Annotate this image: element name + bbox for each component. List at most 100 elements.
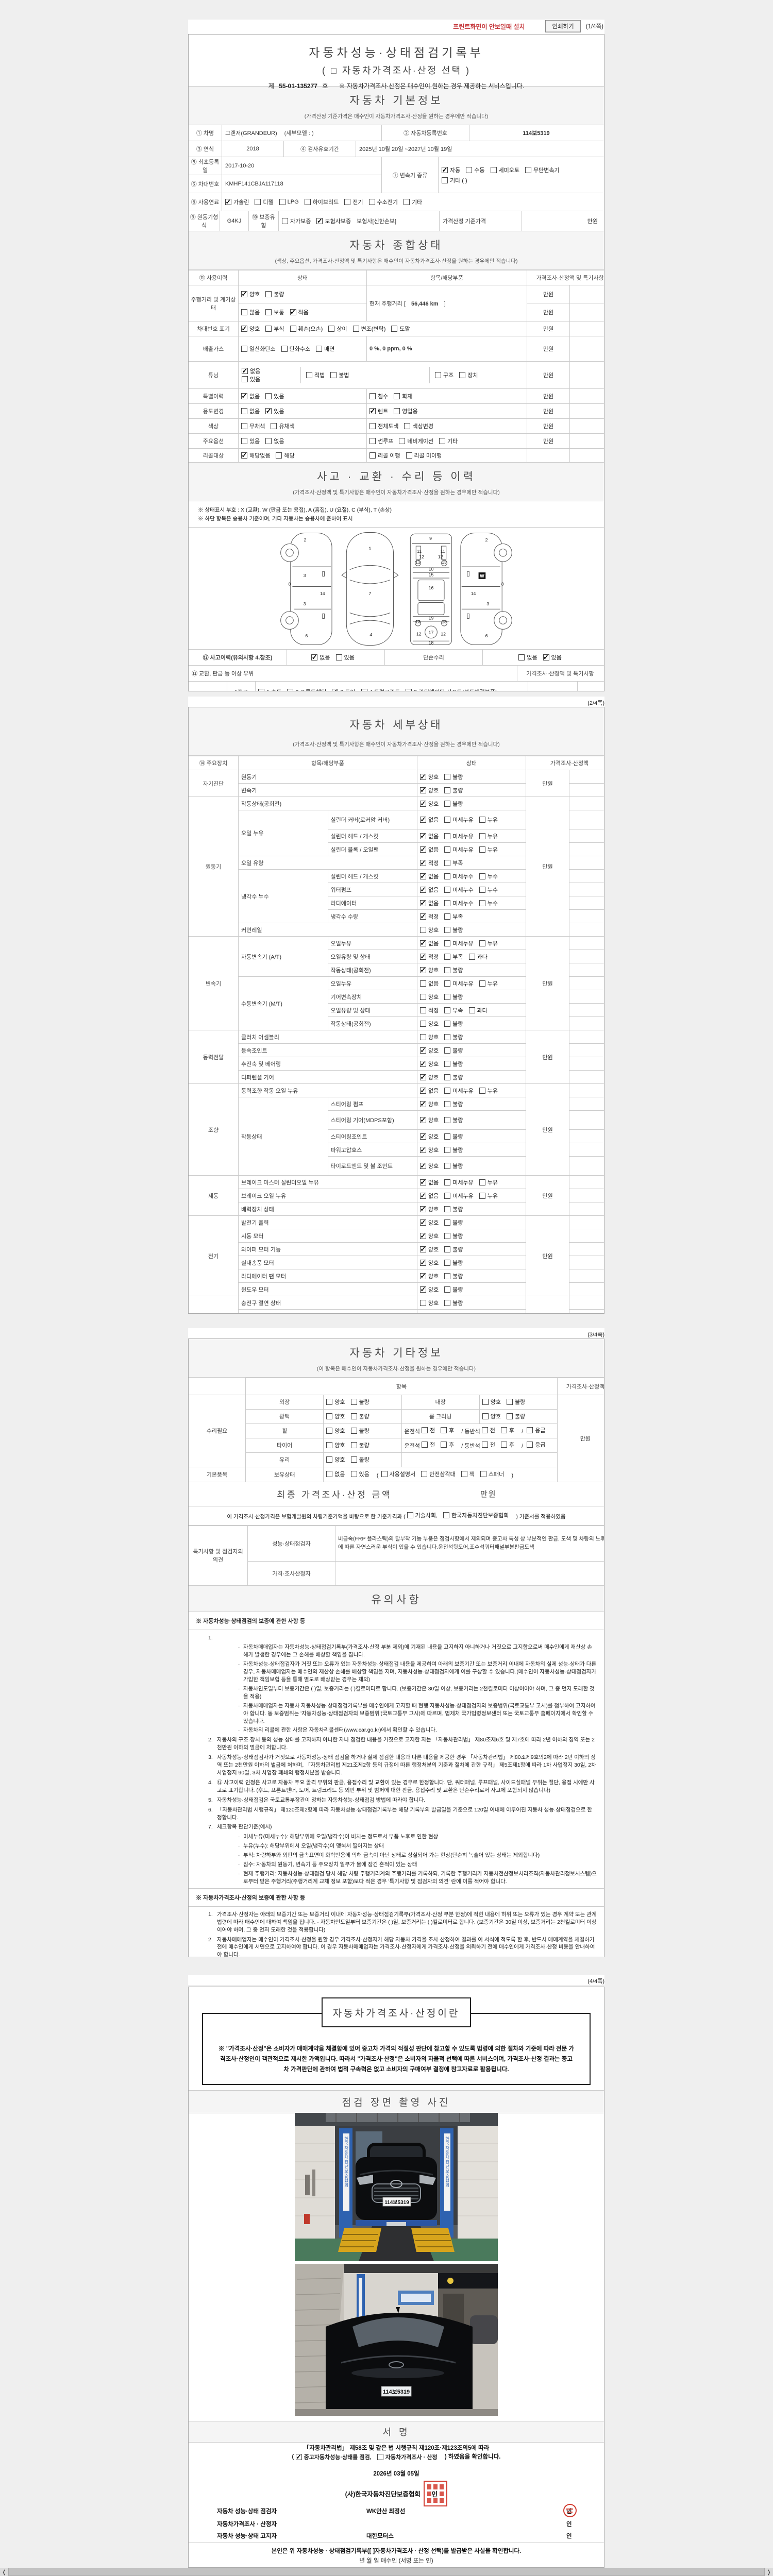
price-blank[interactable] xyxy=(569,923,604,937)
checkbox-불법[interactable]: 불법 xyxy=(330,371,349,379)
checkbox-양호[interactable]: ✓ 양호 xyxy=(420,1116,439,1124)
price-blank[interactable] xyxy=(569,783,604,797)
checkbox-불량[interactable]: 불량 xyxy=(444,1205,463,1213)
checkbox-네비게이션[interactable]: 네비게이션 xyxy=(399,437,433,445)
price-blank[interactable] xyxy=(569,1296,604,1310)
checkbox-불량[interactable]: 불량 xyxy=(350,1398,369,1406)
price-blank[interactable] xyxy=(569,869,604,883)
checkbox-양호[interactable]: 양호 xyxy=(482,1412,501,1420)
checkbox-양호[interactable]: 양호 xyxy=(326,1441,345,1449)
checkbox-후[interactable]: 후 xyxy=(500,1426,514,1434)
checkbox-양호[interactable]: ✓ 양호 xyxy=(420,1145,439,1154)
price-blank[interactable] xyxy=(569,433,604,449)
checkbox-양호[interactable]: 양호 xyxy=(420,993,439,1001)
checkbox-적정[interactable]: 적정 xyxy=(420,1006,439,1014)
price-blank[interactable] xyxy=(569,909,604,923)
checkbox-화재[interactable]: 화재 xyxy=(394,392,413,400)
price-blank[interactable] xyxy=(569,1097,604,1111)
checkbox-미세누수[interactable]: 미세누수 xyxy=(444,872,474,880)
checkbox-사용설명서[interactable]: 사용설명서 xyxy=(381,1470,415,1478)
checkbox-변조(변탁)[interactable]: 변조(변탁) xyxy=(352,325,385,333)
price-blank[interactable] xyxy=(569,829,604,843)
checkbox-응급[interactable]: 응급 xyxy=(527,1426,545,1434)
checkbox-5.라디에이터 서포트(볼트체결부품)[interactable]: 5.라디에이터 서포트(볼트체결부품) xyxy=(406,688,497,691)
checkbox-양호[interactable]: ✓ 양호 xyxy=(420,1218,439,1226)
checkbox-해당없음[interactable]: ✓ 해당없음 xyxy=(241,451,271,459)
checkbox-LPG[interactable]: LPG xyxy=(279,199,299,205)
checkbox-상이[interactable]: 상이 xyxy=(328,325,347,333)
checkbox-탄화수소[interactable]: 탄화수소 xyxy=(281,345,310,353)
checkbox-자동[interactable]: ✓ 자동 xyxy=(442,165,461,174)
checkbox-불량[interactable]: 불량 xyxy=(444,1060,463,1068)
checkbox-누유[interactable]: 누유 xyxy=(479,816,498,824)
checkbox-미세누유[interactable]: 미세누유 xyxy=(444,1087,474,1095)
price-blank[interactable] xyxy=(569,796,604,810)
checkbox-누유[interactable]: 누유 xyxy=(479,1192,498,1200)
checkbox-렌트[interactable]: ✓ 렌트 xyxy=(369,407,389,415)
checkbox-없음[interactable]: 없음 xyxy=(265,437,284,445)
checkbox-없음[interactable]: ✓ 없음 xyxy=(420,832,439,840)
horizontal-scrollbar[interactable]: ❬ ❭ xyxy=(0,2568,773,2576)
checkbox-누유[interactable]: 누유 xyxy=(479,845,498,854)
checkbox-수동[interactable]: 수동 xyxy=(466,166,485,174)
checkbox-누수[interactable]: 누수 xyxy=(479,899,498,907)
checkbox-2.프론트휀더[interactable]: 2.프론트휀더 xyxy=(287,688,326,691)
checkbox-양호[interactable]: 양호 xyxy=(420,1312,439,1313)
checkbox-있음[interactable]: 있음 xyxy=(265,392,284,400)
checkbox-없음[interactable]: ✓ 없음 xyxy=(420,1191,439,1199)
checkbox-미세누유[interactable]: 미세누유 xyxy=(444,939,474,947)
checkbox-자가보증[interactable]: 자가보증 xyxy=(282,217,311,225)
checkbox-양호[interactable]: ✓ 양호 xyxy=(420,786,439,794)
checkbox-색상변경[interactable]: 색상변경 xyxy=(404,422,433,430)
checkbox-불량[interactable]: 불량 xyxy=(444,1020,463,1028)
price-blank[interactable] xyxy=(569,883,604,896)
price-blank[interactable] xyxy=(569,1110,604,1130)
price-blank[interactable] xyxy=(569,1175,604,1189)
checkbox-불량[interactable]: 불량 xyxy=(444,1312,463,1313)
checkbox-양호[interactable]: ✓ 양호 xyxy=(420,799,439,807)
price-blank[interactable] xyxy=(569,1057,604,1071)
price-blank[interactable] xyxy=(569,321,604,336)
checkbox-부족[interactable]: 부족 xyxy=(444,859,463,867)
checkbox-영업용[interactable]: 영업용 xyxy=(394,407,418,415)
price-blank[interactable] xyxy=(569,1215,604,1229)
checkbox-하이브리드[interactable]: 하이브리드 xyxy=(304,198,339,206)
checkbox-불량[interactable]: 불량 xyxy=(444,1073,463,1081)
checkbox-양호[interactable]: 양호 xyxy=(420,1020,439,1028)
checkbox-없음[interactable]: ✓ 없음 xyxy=(420,1178,439,1186)
checkbox-양호[interactable]: ✓ 양호 xyxy=(420,1245,439,1253)
checkbox-부족[interactable]: 부족 xyxy=(444,1006,463,1014)
checkbox-미세누수[interactable]: 미세누수 xyxy=(444,886,474,894)
price-blank[interactable] xyxy=(569,976,604,990)
checkbox-누유[interactable]: 누유 xyxy=(479,1087,498,1095)
checkbox-미세누유[interactable]: 미세누유 xyxy=(444,979,474,988)
checkbox-전[interactable]: 전 xyxy=(481,1440,495,1449)
checkbox-불량[interactable]: 불량 xyxy=(350,1455,369,1464)
checkbox-양호[interactable]: ✓ 양호 xyxy=(420,1046,439,1054)
checkbox-훼손(오손)[interactable]: 훼손(오손) xyxy=(290,325,323,333)
checkbox-양호[interactable]: 양호 xyxy=(482,1398,501,1406)
checkbox-없음[interactable]: 없음 xyxy=(518,653,537,662)
checkbox-리콜 미이행[interactable]: 리콜 미이행 xyxy=(406,451,442,460)
checkbox-수소전기[interactable]: 수소전기 xyxy=(368,198,398,206)
checkbox-양호[interactable]: ✓ 양호 xyxy=(420,1272,439,1280)
price-blank[interactable] xyxy=(569,1256,604,1269)
checkbox-무단변속기[interactable]: 무단변속기 xyxy=(525,166,560,174)
checkbox-썬루프[interactable]: 썬루프 xyxy=(369,437,393,445)
checkbox-해당[interactable]: 해당 xyxy=(276,451,295,460)
checkbox-전[interactable]: 전 xyxy=(421,1426,435,1434)
checkbox-양호[interactable]: ✓ 양호 xyxy=(420,965,439,974)
checkbox-없음[interactable]: ✓ 없음 xyxy=(420,1086,439,1094)
price-blank[interactable] xyxy=(569,1003,604,1017)
checkbox-양호[interactable]: 양호 xyxy=(326,1455,345,1464)
checkbox-적정[interactable]: ✓ 적정 xyxy=(420,858,439,867)
scroll-right-arrow[interactable]: ❭ xyxy=(766,2569,771,2575)
checkbox-양호[interactable]: 양호 xyxy=(326,1427,345,1435)
checkbox-부족[interactable]: 부족 xyxy=(444,953,463,961)
checkbox-없음[interactable]: ✓ 없음 xyxy=(420,845,439,853)
checkbox-무채색[interactable]: 무채색 xyxy=(241,422,265,430)
price-blank[interactable] xyxy=(569,1309,604,1313)
price-blank[interactable] xyxy=(569,418,604,434)
checkbox-있음[interactable]: 있음 xyxy=(350,1470,369,1478)
checkbox-침수[interactable]: 침수 xyxy=(369,392,388,400)
